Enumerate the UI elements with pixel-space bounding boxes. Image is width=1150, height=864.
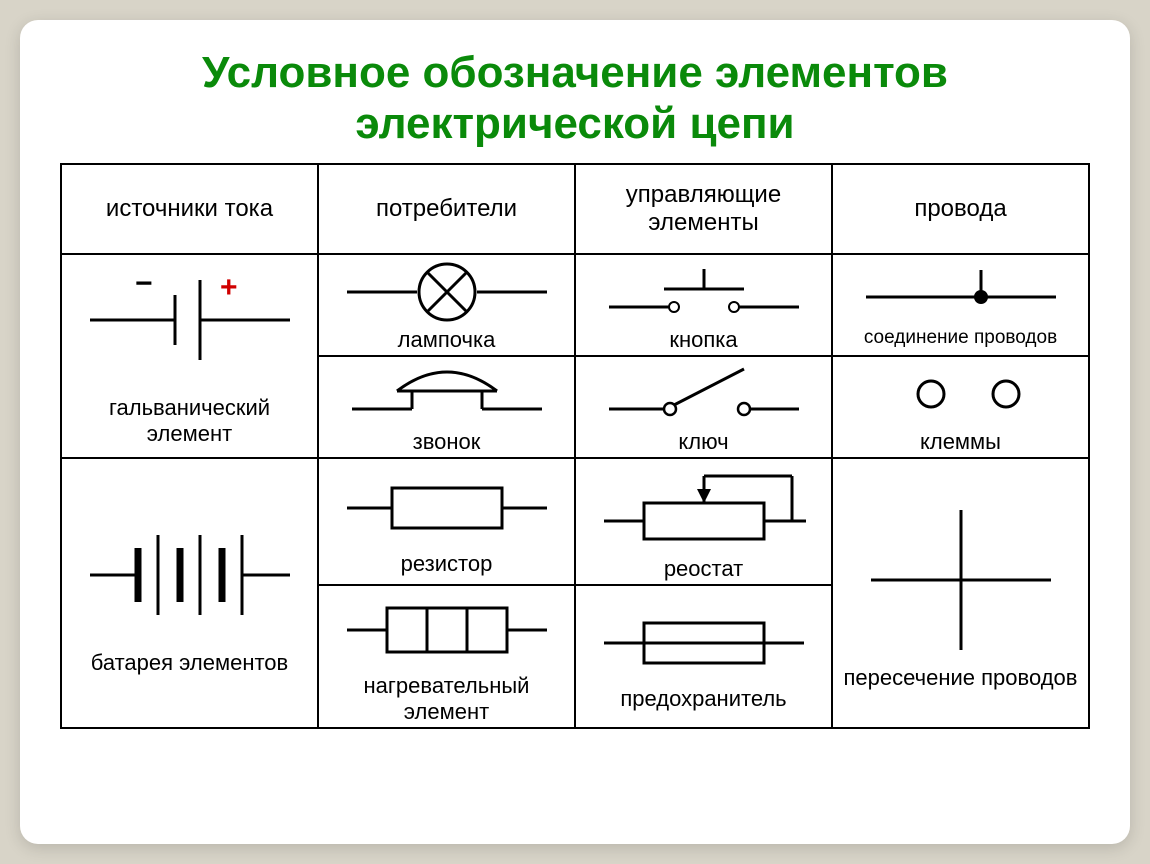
rheostat-icon bbox=[594, 461, 814, 556]
lbl-lamp: лампочка bbox=[323, 327, 570, 353]
cell-heater: нагревательный элемент bbox=[318, 585, 575, 728]
lbl-switch: ключ bbox=[580, 429, 827, 455]
cell-resistor: резистор bbox=[318, 458, 575, 585]
lbl-galvanic: гальванический элемент bbox=[66, 395, 313, 447]
svg-text:−: − bbox=[135, 267, 153, 300]
title-line2: электрической цепи bbox=[355, 99, 794, 148]
page-title: Условное обозначение элементов электриче… bbox=[60, 48, 1090, 149]
cell-galvanic: − + гальванический элемент bbox=[61, 254, 318, 458]
cell-battery: батарея элементов bbox=[61, 458, 318, 728]
reference-card: Условное обозначение элементов электриче… bbox=[20, 20, 1130, 844]
cell-rheostat: реостат bbox=[575, 458, 832, 585]
col-wires: провода bbox=[832, 164, 1089, 254]
lbl-button: кнопка bbox=[580, 327, 827, 353]
title-line1: Условное обозначение элементов bbox=[202, 48, 948, 97]
lamp-icon bbox=[337, 257, 557, 327]
cell-fuse: предохранитель bbox=[575, 585, 832, 728]
cell-switch: ключ bbox=[575, 356, 832, 458]
lbl-bell: звонок bbox=[323, 429, 570, 455]
battery-icon bbox=[80, 510, 300, 650]
lbl-heater: нагревательный элемент bbox=[323, 673, 570, 725]
cell-crossing: пересечение проводов bbox=[832, 458, 1089, 728]
table-header-row: источники тока потребители управляющие э… bbox=[61, 164, 1089, 254]
cell-bell: звонок bbox=[318, 356, 575, 458]
cell-terminals: клеммы bbox=[832, 356, 1089, 458]
lbl-rheostat: реостат bbox=[580, 556, 827, 582]
col-controls: управляющие элементы bbox=[575, 164, 832, 254]
fuse-icon bbox=[594, 601, 814, 686]
heater-icon bbox=[337, 588, 557, 673]
cell-lamp: лампочка bbox=[318, 254, 575, 356]
button-icon bbox=[594, 257, 814, 327]
junction-icon bbox=[851, 262, 1071, 327]
col-consumers: потребители bbox=[318, 164, 575, 254]
bell-icon bbox=[337, 359, 557, 429]
col-sources: источники тока bbox=[61, 164, 318, 254]
lbl-crossing: пересечение проводов bbox=[837, 665, 1084, 691]
lbl-junction: соединение проводов bbox=[837, 327, 1084, 349]
galvanic-icon: − + bbox=[80, 265, 300, 395]
cell-button: кнопка bbox=[575, 254, 832, 356]
svg-text:+: + bbox=[220, 271, 238, 304]
lbl-resistor: резистор bbox=[323, 551, 570, 577]
crossing-icon bbox=[851, 495, 1071, 665]
symbols-table: источники тока потребители управляющие э… bbox=[60, 163, 1090, 729]
switch-icon bbox=[594, 359, 814, 429]
resistor-icon bbox=[337, 466, 557, 551]
terminals-icon bbox=[851, 359, 1071, 429]
cell-junction: соединение проводов bbox=[832, 254, 1089, 356]
lbl-terminals: клеммы bbox=[837, 429, 1084, 455]
lbl-fuse: предохранитель bbox=[580, 686, 827, 712]
lbl-battery: батарея элементов bbox=[66, 650, 313, 676]
